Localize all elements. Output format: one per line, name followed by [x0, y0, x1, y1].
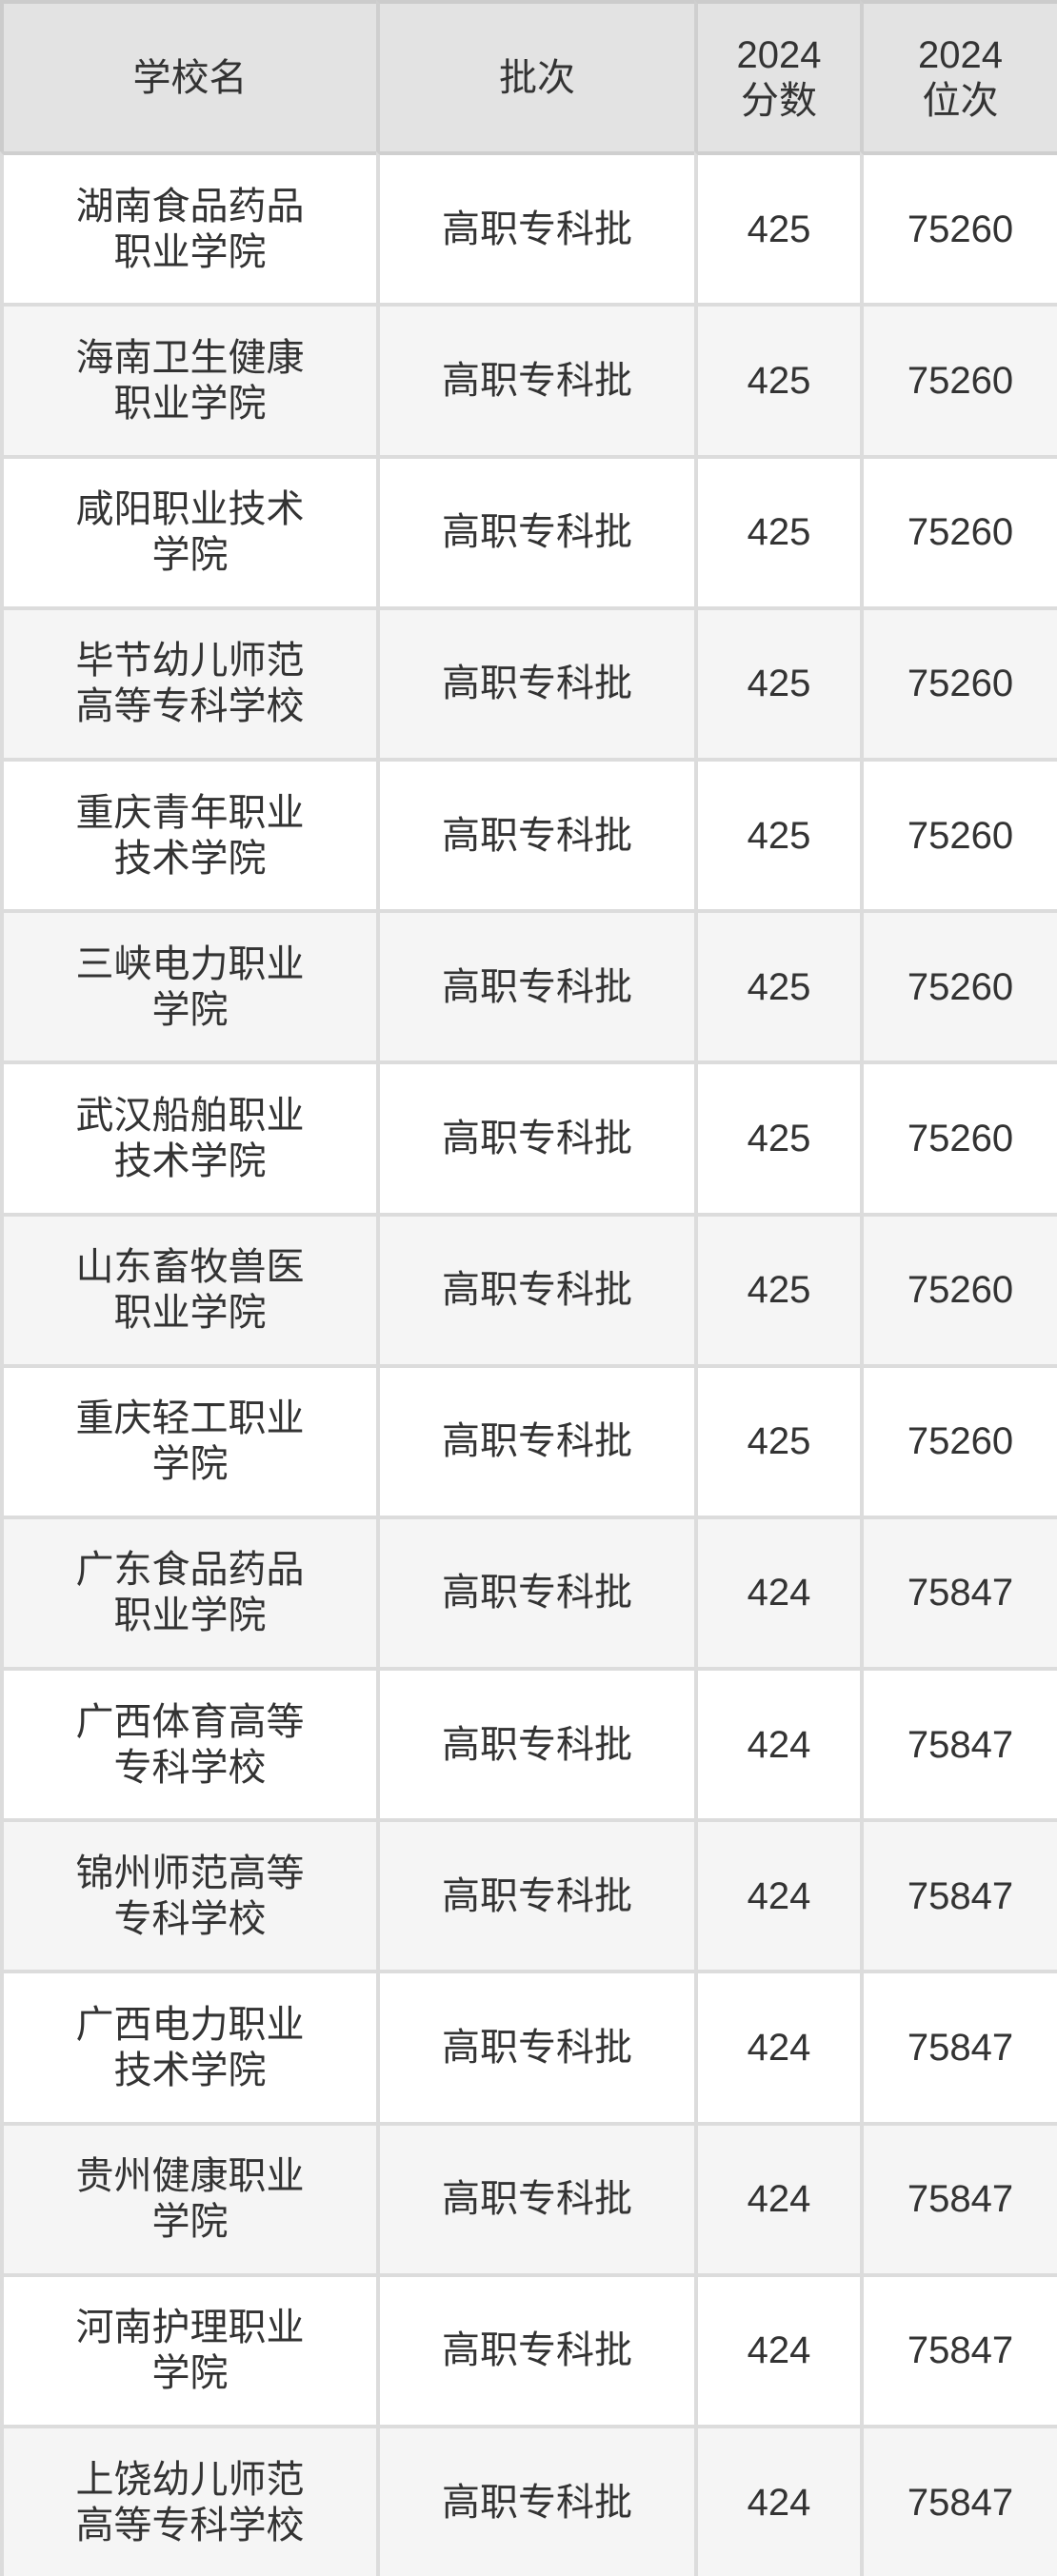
school-name-cell: 重庆轻工职业 学院	[0, 1363, 376, 1516]
batch-cell: 高职专科批	[376, 303, 694, 455]
table-row: 重庆轻工职业 学院 高职专科批 425 75260	[0, 1363, 1057, 1516]
school-name-cell: 三峡电力职业 学院	[0, 909, 376, 1061]
rank-cell: 75847	[860, 2425, 1057, 2576]
score-cell: 425	[694, 1212, 860, 1364]
school-name-cell: 广西电力职业 技术学院	[0, 1970, 376, 2122]
school-name-cell: 山东畜牧兽医 职业学院	[0, 1212, 376, 1364]
table-row: 重庆青年职业 技术学院 高职专科批 425 75260	[0, 757, 1057, 910]
score-cell: 425	[694, 303, 860, 455]
rank-cell: 75260	[860, 454, 1057, 606]
table-row: 武汉船舶职业 技术学院 高职专科批 425 75260	[0, 1060, 1057, 1213]
table-row: 广西体育高等 专科学校 高职专科批 424 75847	[0, 1667, 1057, 1819]
score-cell: 425	[694, 1060, 860, 1213]
table-row: 河南护理职业 学院 高职专科批 424 75847	[0, 2272, 1057, 2425]
header-2024-rank: 2024 位次	[860, 0, 1057, 152]
score-cell: 424	[694, 1667, 860, 1819]
score-cell: 424	[694, 1818, 860, 1971]
rank-cell: 75260	[860, 757, 1057, 910]
table-header: 学校名 批次 2024 分数 2024 位次	[0, 0, 1057, 152]
table-row: 广东食品药品 职业学院 高职专科批 424 75847	[0, 1515, 1057, 1668]
batch-cell: 高职专科批	[376, 1515, 694, 1668]
rank-cell: 75847	[860, 1818, 1057, 1971]
table-row: 海南卫生健康 职业学院 高职专科批 425 75260	[0, 303, 1057, 455]
school-name-cell: 武汉船舶职业 技术学院	[0, 1060, 376, 1213]
score-cell: 425	[694, 151, 860, 304]
school-name-cell: 河南护理职业 学院	[0, 2272, 376, 2425]
school-name-cell: 湖南食品药品 职业学院	[0, 151, 376, 304]
table-row: 锦州师范高等 专科学校 高职专科批 424 75847	[0, 1818, 1057, 1971]
rank-cell: 75260	[860, 909, 1057, 1061]
score-cell: 425	[694, 605, 860, 758]
score-cell: 425	[694, 1363, 860, 1516]
table-row: 上饶幼儿师范 高等专科学校 高职专科批 424 75847	[0, 2425, 1057, 2576]
batch-cell: 高职专科批	[376, 2272, 694, 2425]
header-2024-score: 2024 分数	[694, 0, 860, 152]
score-cell: 425	[694, 757, 860, 910]
score-cell: 424	[694, 1515, 860, 1668]
table-row: 三峡电力职业 学院 高职专科批 425 75260	[0, 909, 1057, 1061]
table-row: 毕节幼儿师范 高等专科学校 高职专科批 425 75260	[0, 605, 1057, 758]
table-row: 咸阳职业技术 学院 高职专科批 425 75260	[0, 454, 1057, 606]
rank-cell: 75847	[860, 2121, 1057, 2273]
table-row: 山东畜牧兽医 职业学院 高职专科批 425 75260	[0, 1212, 1057, 1364]
batch-cell: 高职专科批	[376, 1818, 694, 1971]
batch-cell: 高职专科批	[376, 605, 694, 758]
header-batch: 批次	[376, 0, 694, 152]
school-name-cell: 锦州师范高等 专科学校	[0, 1818, 376, 1971]
table-row: 贵州健康职业 学院 高职专科批 424 75847	[0, 2121, 1057, 2273]
batch-cell: 高职专科批	[376, 454, 694, 606]
rank-cell: 75260	[860, 1363, 1057, 1516]
header-row: 学校名 批次 2024 分数 2024 位次	[0, 0, 1057, 152]
header-school-name: 学校名	[0, 0, 376, 152]
school-name-cell: 海南卫生健康 职业学院	[0, 303, 376, 455]
school-name-cell: 毕节幼儿师范 高等专科学校	[0, 605, 376, 758]
rank-cell: 75260	[860, 151, 1057, 304]
rank-cell: 75260	[860, 1060, 1057, 1213]
rank-cell: 75260	[860, 605, 1057, 758]
school-name-cell: 贵州健康职业 学院	[0, 2121, 376, 2273]
table-row: 广西电力职业 技术学院 高职专科批 424 75847	[0, 1970, 1057, 2122]
school-name-cell: 广西体育高等 专科学校	[0, 1667, 376, 1819]
batch-cell: 高职专科批	[376, 1212, 694, 1364]
batch-cell: 高职专科批	[376, 1667, 694, 1819]
rank-cell: 75260	[860, 1212, 1057, 1364]
rank-cell: 75260	[860, 303, 1057, 455]
batch-cell: 高职专科批	[376, 151, 694, 304]
school-name-cell: 重庆青年职业 技术学院	[0, 757, 376, 910]
table-body: 湖南食品药品 职业学院 高职专科批 425 75260 海南卫生健康 职业学院 …	[0, 151, 1057, 2576]
score-cell: 424	[694, 1970, 860, 2122]
batch-cell: 高职专科批	[376, 1363, 694, 1516]
school-name-cell: 上饶幼儿师范 高等专科学校	[0, 2425, 376, 2576]
score-cell: 424	[694, 2425, 860, 2576]
batch-cell: 高职专科批	[376, 2425, 694, 2576]
score-cell: 424	[694, 2121, 860, 2273]
rank-cell: 75847	[860, 2272, 1057, 2425]
rank-cell: 75847	[860, 1515, 1057, 1668]
rank-cell: 75847	[860, 1667, 1057, 1819]
batch-cell: 高职专科批	[376, 2121, 694, 2273]
score-cell: 425	[694, 909, 860, 1061]
school-name-cell: 咸阳职业技术 学院	[0, 454, 376, 606]
batch-cell: 高职专科批	[376, 1970, 694, 2122]
batch-cell: 高职专科批	[376, 909, 694, 1061]
score-cell: 425	[694, 454, 860, 606]
table-row: 湖南食品药品 职业学院 高职专科批 425 75260	[0, 151, 1057, 304]
rank-cell: 75847	[860, 1970, 1057, 2122]
batch-cell: 高职专科批	[376, 1060, 694, 1213]
batch-cell: 高职专科批	[376, 757, 694, 910]
school-name-cell: 广东食品药品 职业学院	[0, 1515, 376, 1668]
score-cell: 424	[694, 2272, 860, 2425]
